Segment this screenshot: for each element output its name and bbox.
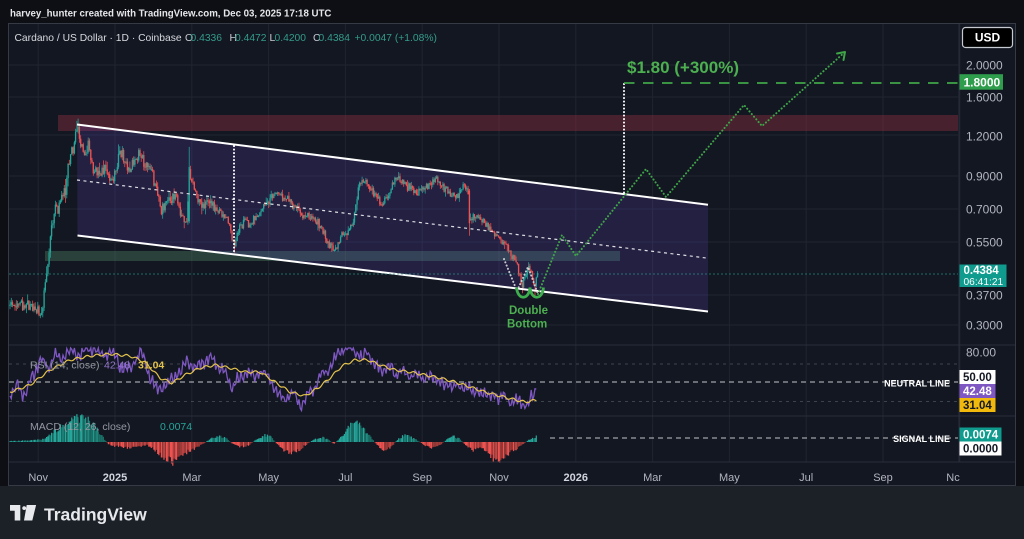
svg-text:0.4472: 0.4472 (235, 33, 267, 44)
svg-text:May: May (719, 472, 740, 484)
svg-text:0.0074: 0.0074 (160, 421, 192, 433)
svg-text:1.6000: 1.6000 (966, 91, 1003, 105)
svg-text:O: O (185, 33, 193, 44)
svg-text:Mar: Mar (643, 472, 662, 484)
svg-text:06:41:21: 06:41:21 (964, 277, 1004, 288)
svg-text:80.00: 80.00 (966, 346, 996, 360)
svg-text:Jul: Jul (799, 472, 813, 484)
svg-text:USD: USD (975, 31, 1001, 45)
svg-text:2025: 2025 (103, 472, 127, 484)
svg-text:May: May (258, 472, 279, 484)
svg-text:31.04: 31.04 (963, 400, 992, 412)
svg-text:MACD (12, 26, close): MACD (12, 26, close) (30, 421, 130, 433)
svg-text:L: L (270, 33, 276, 44)
svg-text:Jul: Jul (338, 472, 352, 484)
svg-text:+0.0047 (+1.08%): +0.0047 (+1.08%) (355, 33, 437, 44)
svg-text:H: H (230, 33, 237, 44)
svg-text:0.3000: 0.3000 (966, 319, 1003, 333)
svg-text:0.5500: 0.5500 (966, 236, 1003, 250)
svg-text:Sep: Sep (873, 472, 893, 484)
svg-text:$1.80 (+300%): $1.80 (+300%) (627, 58, 739, 77)
svg-text:Nov: Nov (28, 472, 48, 484)
svg-text:0.7000: 0.7000 (966, 203, 1003, 217)
svg-text:50.00: 50.00 (963, 372, 992, 384)
svg-text:42.48: 42.48 (963, 386, 992, 398)
svg-text:harvey_hunter created with Tra: harvey_hunter created with TradingView.c… (10, 9, 331, 20)
svg-text:0.4200: 0.4200 (275, 33, 307, 44)
svg-text:0.4336: 0.4336 (191, 33, 223, 44)
svg-text:Mar: Mar (182, 472, 201, 484)
svg-text:Nov: Nov (489, 472, 509, 484)
svg-text:0.0074: 0.0074 (963, 430, 999, 442)
svg-text:Cardano / US Dollar · 1D · Coi: Cardano / US Dollar · 1D · Coinbase (15, 33, 182, 44)
svg-text:0.4384: 0.4384 (964, 265, 1000, 277)
svg-text:Double: Double (509, 305, 548, 317)
svg-text:0.3700: 0.3700 (966, 289, 1003, 303)
svg-text:RSI (14, close): RSI (14, close) (30, 360, 99, 372)
svg-text:31.04: 31.04 (138, 360, 164, 372)
svg-text:TradingView: TradingView (44, 505, 147, 525)
svg-text:1.2000: 1.2000 (966, 130, 1003, 144)
svg-text:Bottom: Bottom (507, 319, 547, 331)
svg-text:NEUTRAL LINE: NEUTRAL LINE (884, 378, 950, 388)
svg-text:2026: 2026 (564, 472, 588, 484)
svg-text:Nc: Nc (946, 472, 960, 484)
svg-text:1.8000: 1.8000 (964, 76, 1001, 90)
svg-text:2.0000: 2.0000 (966, 59, 1003, 73)
svg-text:Sep: Sep (412, 472, 432, 484)
svg-text:0.9000: 0.9000 (966, 170, 1003, 184)
svg-text:C: C (313, 33, 321, 44)
svg-text:SIGNAL LINE: SIGNAL LINE (893, 434, 950, 444)
svg-text:42.48: 42.48 (104, 360, 130, 372)
svg-text:0.0000: 0.0000 (963, 444, 998, 456)
svg-text:0.4384: 0.4384 (319, 33, 351, 44)
